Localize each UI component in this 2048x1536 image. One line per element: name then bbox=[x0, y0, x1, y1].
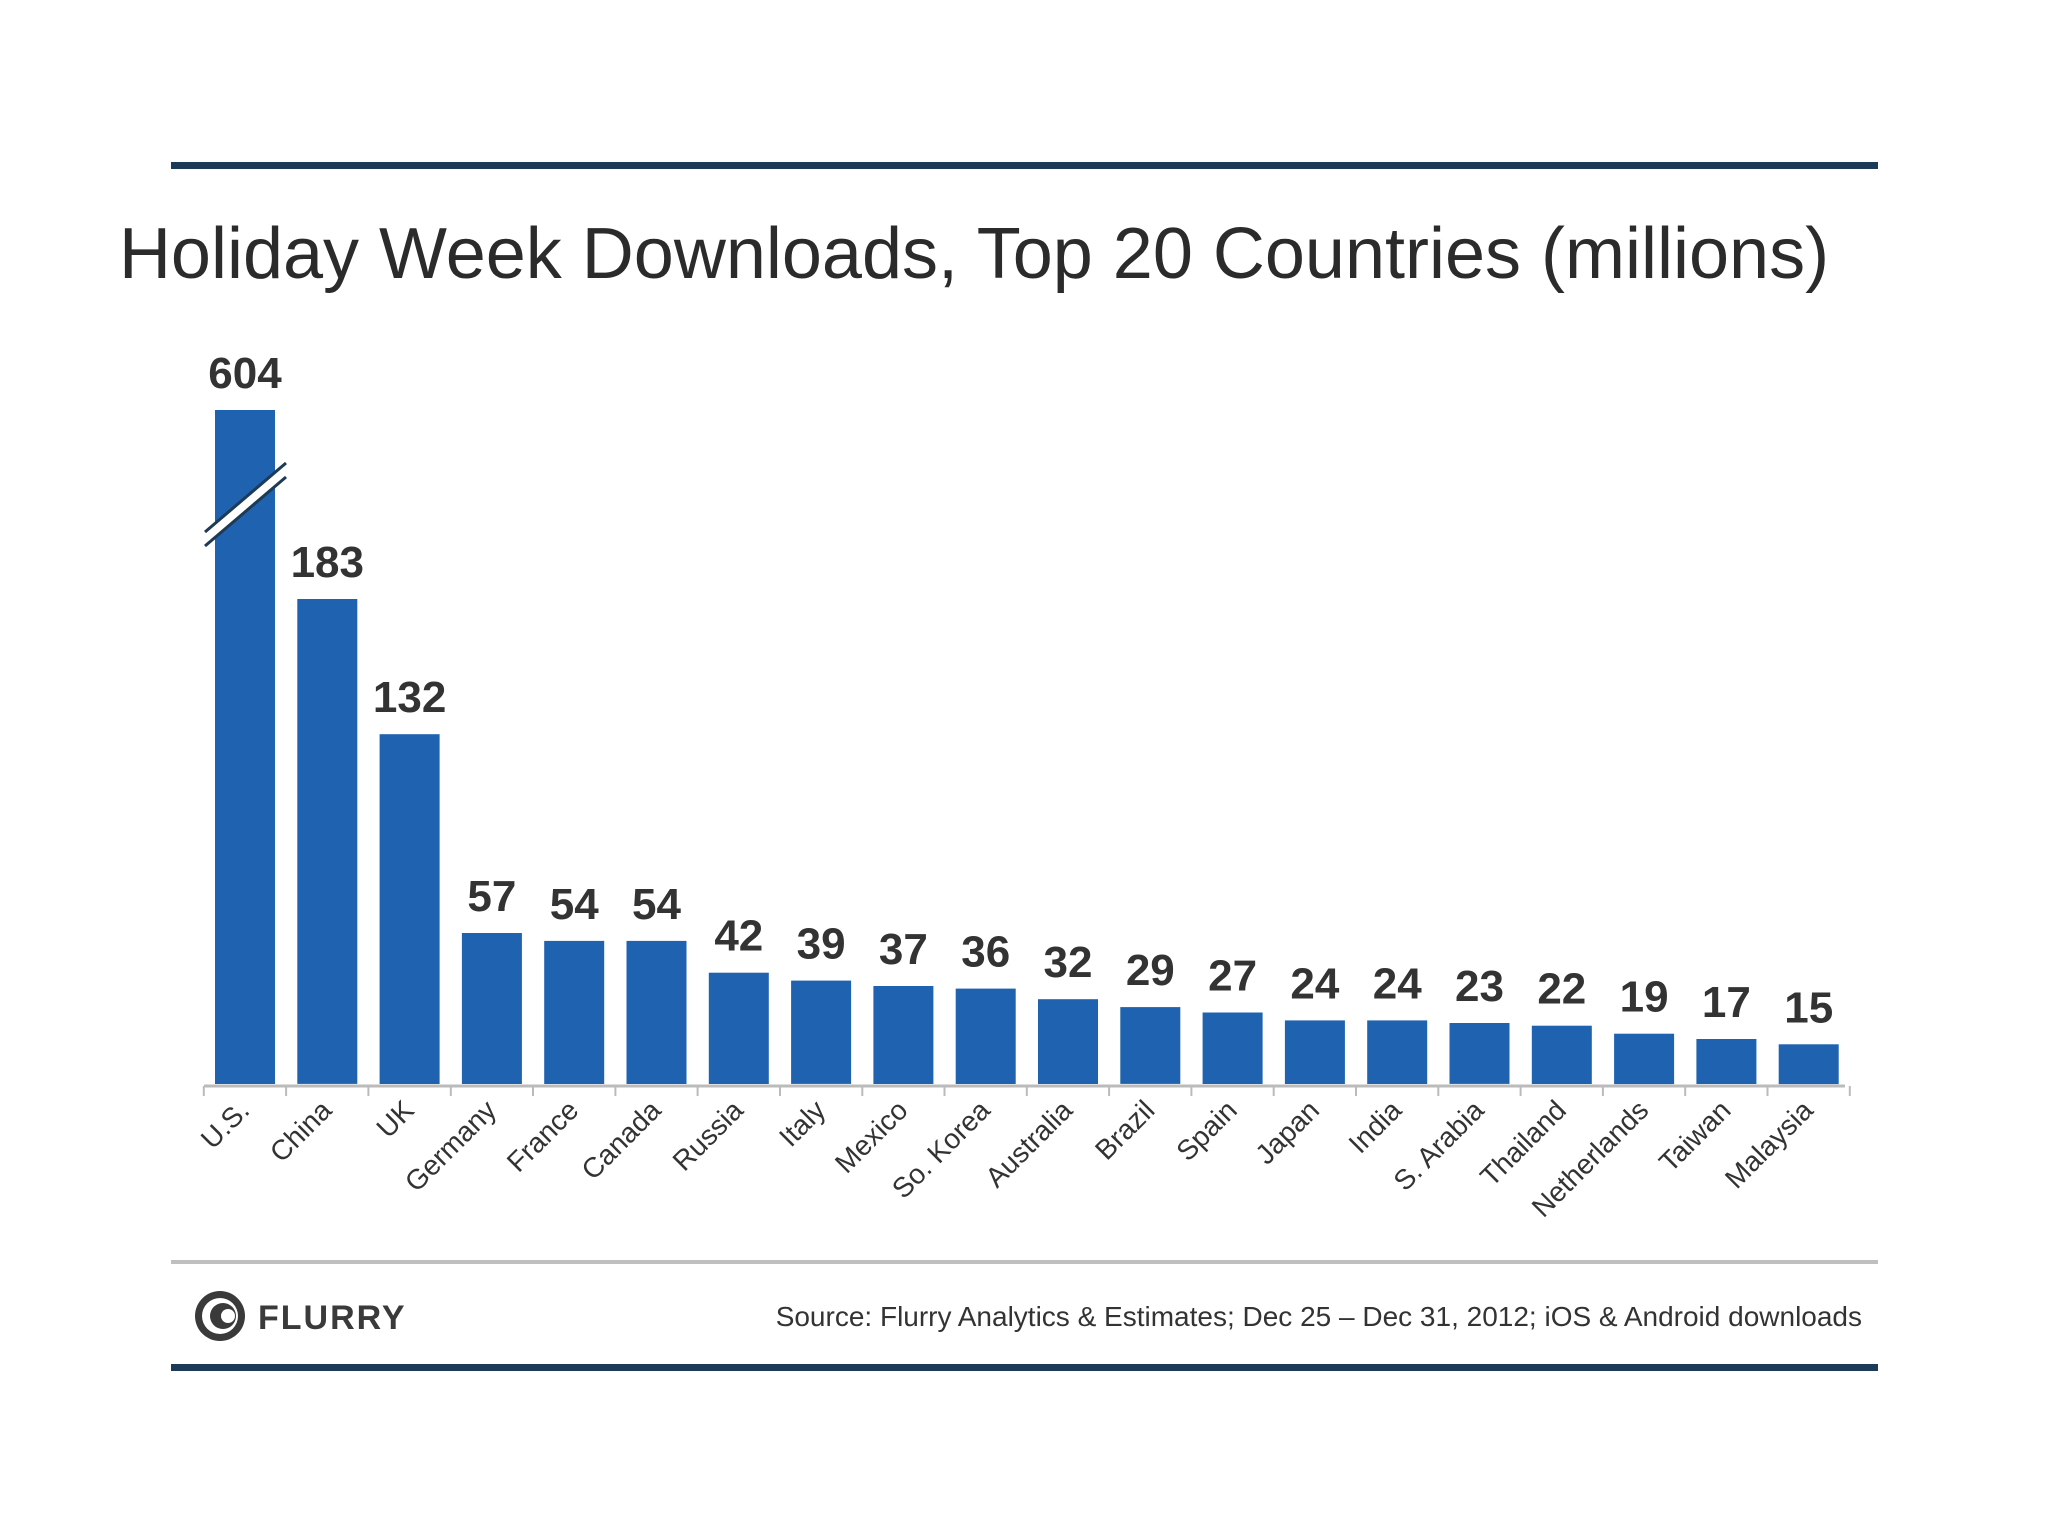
value-label-japan: 24 bbox=[1290, 959, 1339, 1008]
bar-thailand bbox=[1531, 1025, 1592, 1084]
value-label-s-arabia: 23 bbox=[1455, 962, 1504, 1011]
value-label-spain: 27 bbox=[1208, 952, 1257, 1001]
chart-title: Holiday Week Downloads, Top 20 Countries… bbox=[119, 214, 1829, 294]
category-label-china: China bbox=[264, 1094, 338, 1168]
value-label-netherlands: 19 bbox=[1620, 973, 1669, 1022]
value-label-france: 54 bbox=[550, 880, 599, 929]
bar-germany bbox=[461, 933, 522, 1084]
value-labels: 604 183 132 57 54 54 42 39 37 36 32 29 27 24 24 23 22 19 1… bbox=[208, 349, 1833, 1032]
value-label-thailand: 22 bbox=[1537, 965, 1586, 1014]
bar-japan bbox=[1284, 1020, 1345, 1084]
category-label-canada: Canada bbox=[575, 1094, 667, 1186]
value-label-so-korea: 36 bbox=[961, 928, 1010, 977]
bar-spain bbox=[1202, 1012, 1263, 1084]
value-label-brazil: 29 bbox=[1126, 946, 1175, 995]
bar-so-korea bbox=[955, 988, 1016, 1084]
bar-china bbox=[297, 599, 358, 1084]
category-label-malaysia: Malaysia bbox=[1719, 1094, 1819, 1194]
value-label-canada: 54 bbox=[632, 880, 681, 929]
category-label-u-s: U.S. bbox=[195, 1094, 255, 1154]
bar-russia bbox=[708, 972, 769, 1084]
x-axis-ticks bbox=[202, 1086, 1851, 1096]
value-label-australia: 32 bbox=[1044, 938, 1093, 987]
category-label-india: India bbox=[1343, 1094, 1408, 1159]
flurry-logo-text: FLURRY bbox=[258, 1299, 407, 1337]
category-label-australia: Australia bbox=[979, 1094, 1078, 1193]
bar-australia bbox=[1038, 999, 1098, 1084]
bar-india bbox=[1367, 1020, 1428, 1084]
source-note: Source: Flurry Analytics & Estimates; De… bbox=[776, 1301, 1862, 1332]
bar-malaysia bbox=[1778, 1044, 1839, 1085]
bar-mexico bbox=[873, 986, 934, 1084]
bar-netherlands bbox=[1614, 1033, 1675, 1085]
category-label-uk: UK bbox=[370, 1094, 420, 1144]
bottom-rule bbox=[171, 1364, 1878, 1371]
value-label-italy: 39 bbox=[797, 920, 846, 969]
bar-s-arabia bbox=[1449, 1023, 1510, 1084]
category-label-france: France bbox=[501, 1094, 585, 1178]
bar-brazil bbox=[1120, 1007, 1181, 1084]
value-label-uk: 132 bbox=[373, 673, 446, 722]
category-label-germany: Germany bbox=[399, 1094, 502, 1197]
value-label-u-s: 604 bbox=[208, 349, 282, 398]
category-label-italy: Italy bbox=[773, 1094, 831, 1152]
bar-france bbox=[544, 940, 605, 1084]
category-label-spain: Spain bbox=[1170, 1094, 1243, 1167]
value-label-russia: 42 bbox=[714, 912, 763, 961]
value-label-india: 24 bbox=[1373, 959, 1422, 1008]
footer-rule bbox=[171, 1260, 1878, 1264]
bars-group bbox=[215, 410, 1839, 1085]
flurry-logo: FLURRY bbox=[195, 1291, 407, 1341]
value-label-china: 183 bbox=[291, 538, 364, 587]
bar-taiwan bbox=[1696, 1039, 1757, 1084]
category-label-japan: Japan bbox=[1249, 1094, 1325, 1170]
bar-canada bbox=[626, 940, 687, 1084]
value-label-malaysia: 15 bbox=[1784, 983, 1833, 1032]
category-label-taiwan: Taiwan bbox=[1653, 1094, 1737, 1178]
value-label-taiwan: 17 bbox=[1702, 978, 1751, 1027]
category-label-russia: Russia bbox=[667, 1094, 750, 1177]
axis-break-marker bbox=[204, 461, 287, 548]
category-label-brazil: Brazil bbox=[1089, 1094, 1160, 1165]
bar-uk bbox=[379, 734, 440, 1084]
bar-italy bbox=[791, 980, 852, 1084]
category-label-s-arabia: S. Arabia bbox=[1387, 1094, 1490, 1197]
value-label-germany: 57 bbox=[467, 872, 516, 921]
flurry-logo-icon bbox=[195, 1291, 245, 1341]
top-rule bbox=[171, 162, 1878, 169]
value-label-mexico: 37 bbox=[879, 925, 928, 974]
